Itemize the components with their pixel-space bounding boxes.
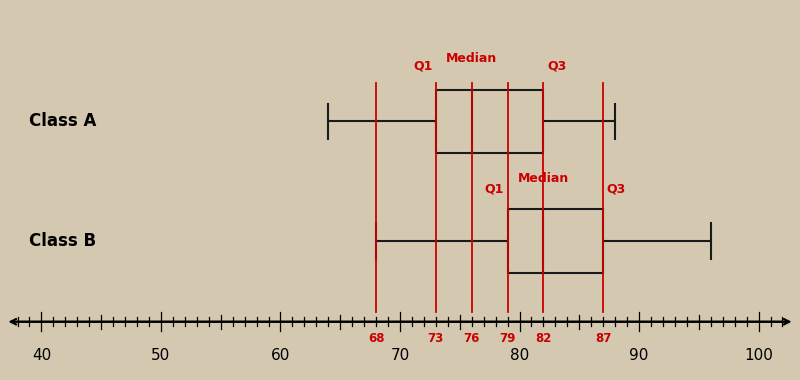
Text: 80: 80 bbox=[510, 348, 529, 363]
Text: 100: 100 bbox=[744, 348, 773, 363]
Text: 76: 76 bbox=[463, 332, 480, 345]
Text: Median: Median bbox=[446, 52, 498, 65]
Text: 68: 68 bbox=[368, 332, 384, 345]
Text: Q1: Q1 bbox=[413, 59, 432, 72]
Text: 90: 90 bbox=[630, 348, 649, 363]
Text: 70: 70 bbox=[390, 348, 410, 363]
Text: 60: 60 bbox=[270, 348, 290, 363]
Text: Class A: Class A bbox=[30, 112, 97, 130]
Text: Median: Median bbox=[518, 172, 569, 185]
Text: Q3: Q3 bbox=[606, 182, 626, 195]
Text: Q3: Q3 bbox=[547, 59, 566, 72]
Text: 73: 73 bbox=[428, 332, 444, 345]
Text: 79: 79 bbox=[499, 332, 516, 345]
Text: Q1: Q1 bbox=[485, 182, 504, 195]
Text: 87: 87 bbox=[595, 332, 611, 345]
Text: 40: 40 bbox=[32, 348, 51, 363]
Text: 82: 82 bbox=[535, 332, 552, 345]
Text: Class B: Class B bbox=[30, 232, 97, 250]
Text: 50: 50 bbox=[151, 348, 170, 363]
